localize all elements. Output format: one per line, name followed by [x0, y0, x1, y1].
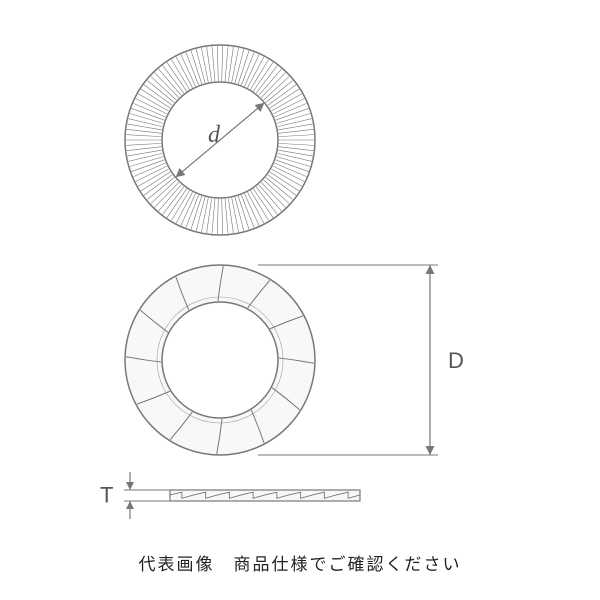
top-view-washer: d — [125, 45, 315, 235]
svg-text:T: T — [100, 483, 113, 508]
bottom-view-washer — [125, 265, 315, 455]
side-view-washer — [170, 490, 360, 501]
svg-text:D: D — [448, 348, 464, 373]
caption-text: 代表画像 商品仕様でご確認ください — [0, 550, 600, 575]
diagram-page: d D T 代表画像 商品仕様でご確認ください — [0, 0, 600, 600]
diagram-svg: d D T — [0, 0, 600, 600]
svg-text:d: d — [208, 122, 221, 148]
